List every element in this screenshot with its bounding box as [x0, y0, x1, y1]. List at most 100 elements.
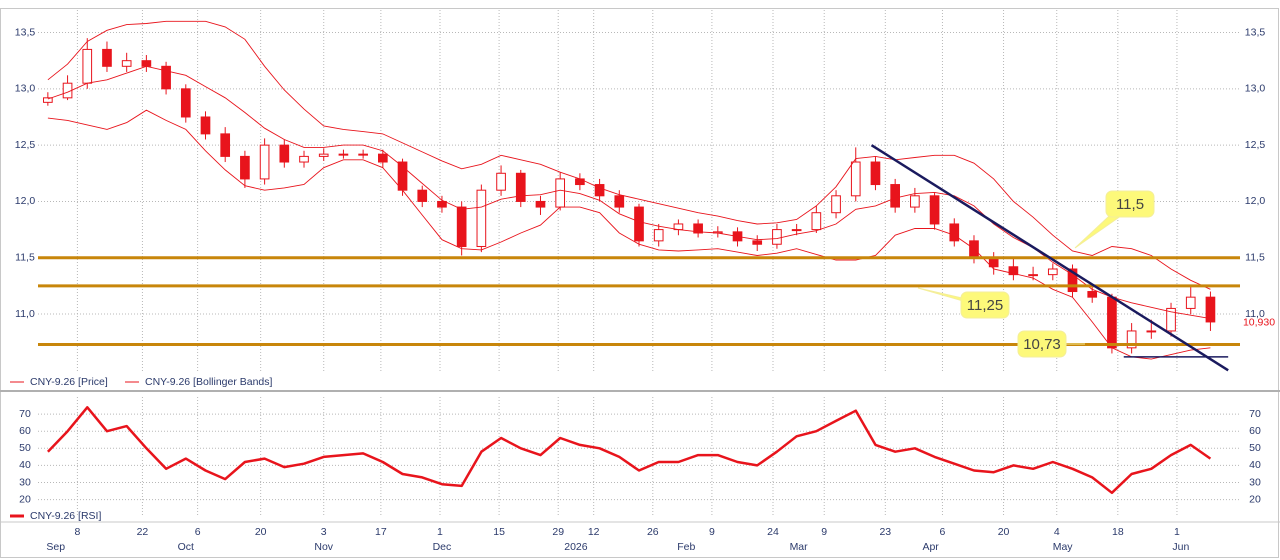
candle-body [1067, 268, 1078, 293]
bollinger-upper [47, 20, 1211, 290]
x-month-label: Apr [922, 541, 939, 553]
y-tick-label: 70 [19, 408, 31, 420]
candle-body [594, 184, 605, 197]
x-tick-label: 15 [493, 526, 505, 538]
x-tick-label: 17 [375, 526, 387, 538]
y-tick-label: 20 [19, 493, 31, 505]
candle-body [910, 195, 920, 208]
y-tick-label-right: 30 [1249, 476, 1261, 488]
x-month-label: Dec [433, 541, 452, 553]
y-tick-label-right: 12,5 [1245, 139, 1266, 151]
y-tick-label-right: 70 [1249, 408, 1261, 420]
callout-label: 11,25 [967, 297, 1003, 314]
x-month-label: Jun [1172, 541, 1189, 553]
y-tick-label: 11,0 [15, 308, 35, 320]
candle-body [949, 223, 960, 242]
x-tick-label: 6 [195, 526, 201, 538]
x-month-label: May [1053, 541, 1074, 553]
candle-body [772, 229, 782, 245]
x-tick-label: 1 [437, 526, 443, 538]
candle-body [299, 155, 309, 163]
y-tick-label: 13,5 [15, 26, 36, 38]
rsi-line [46, 406, 1212, 495]
callout-box [1105, 190, 1155, 218]
callout-box [960, 291, 1010, 319]
x-tick-label: 1 [1174, 526, 1180, 538]
y-tick-label: 12,0 [15, 195, 36, 207]
candle-body [752, 240, 763, 245]
x-tick-label: 6 [940, 526, 946, 538]
candle-body [555, 178, 566, 208]
last-price-label: 10,930 [1243, 317, 1275, 329]
candle-body [1166, 307, 1176, 332]
y-tick-label: 11,5 [15, 252, 35, 264]
candle-body [437, 200, 447, 208]
candle-body [220, 133, 231, 157]
candle-body [1205, 296, 1216, 323]
candle-body [693, 223, 703, 234]
x-month-label: Nov [314, 541, 333, 553]
candle-body [1008, 266, 1019, 276]
candle-body [378, 153, 388, 163]
y-tick-label-right: 13,5 [1245, 26, 1266, 38]
callout-label: 10,73 [1023, 336, 1061, 353]
y-tick-label-right: 11,5 [1245, 252, 1265, 264]
candle-body [338, 153, 349, 156]
y-tick-label-right: 11,0 [1245, 308, 1265, 320]
candle-body [358, 153, 368, 156]
y-tick-label-right: 50 [1249, 442, 1261, 454]
candle-body [791, 229, 802, 232]
x-tick-label: 23 [879, 526, 891, 538]
y-tick-label: 30 [19, 476, 31, 488]
candle-body [476, 189, 487, 247]
x-month-label: Feb [677, 541, 695, 553]
candle-body [1028, 274, 1038, 277]
y-tick-label-right: 20 [1249, 493, 1261, 505]
x-tick-label: 8 [74, 526, 80, 538]
bollinger-middle [47, 65, 1211, 320]
candle-body [1047, 268, 1058, 276]
y-tick-label: 12,5 [15, 139, 36, 151]
candle-body [240, 155, 250, 180]
y-tick-label: 60 [19, 425, 31, 437]
candle-body [279, 144, 290, 163]
y-tick-label-right: 40 [1249, 459, 1261, 471]
y-tick-label-right: 13,0 [1245, 83, 1266, 95]
candle-body [161, 65, 171, 90]
candle-body [259, 144, 270, 180]
candle-body [1185, 296, 1196, 309]
candle-body [614, 195, 625, 208]
candle-body [1107, 296, 1117, 349]
candle-body [141, 60, 152, 67]
y-tick-label: 50 [19, 442, 31, 454]
x-tick-label: 12 [588, 526, 600, 538]
x-month-label: 2026 [564, 541, 588, 553]
candle-body [575, 178, 585, 186]
candle-body [929, 195, 940, 225]
candle-body [634, 206, 644, 242]
x-tick-label: 3 [321, 526, 327, 538]
candle-body [180, 88, 191, 118]
candle-body [496, 172, 506, 191]
legend-label: CNY-9.26 [RSI] [30, 510, 101, 522]
candle-body [870, 161, 881, 186]
x-tick-label: 20 [255, 526, 267, 538]
candle-body [200, 116, 211, 135]
x-month-label: Mar [790, 541, 809, 553]
x-tick-label: 26 [647, 526, 659, 538]
trend-line [870, 144, 1229, 372]
candle-body [890, 184, 900, 208]
candle-body [811, 212, 822, 231]
y-tick-label-right: 12,0 [1245, 195, 1266, 207]
x-tick-label: 9 [821, 526, 827, 538]
frame [0, 8, 1279, 558]
candle-body [82, 48, 93, 84]
bollinger-lower [47, 109, 1211, 360]
y-tick-label-right: 60 [1249, 425, 1261, 437]
x-tick-label: 9 [709, 526, 715, 538]
candle-body [456, 206, 467, 247]
candle-body [102, 48, 112, 67]
y-tick-label: 40 [19, 459, 31, 471]
candle-body [515, 172, 526, 202]
